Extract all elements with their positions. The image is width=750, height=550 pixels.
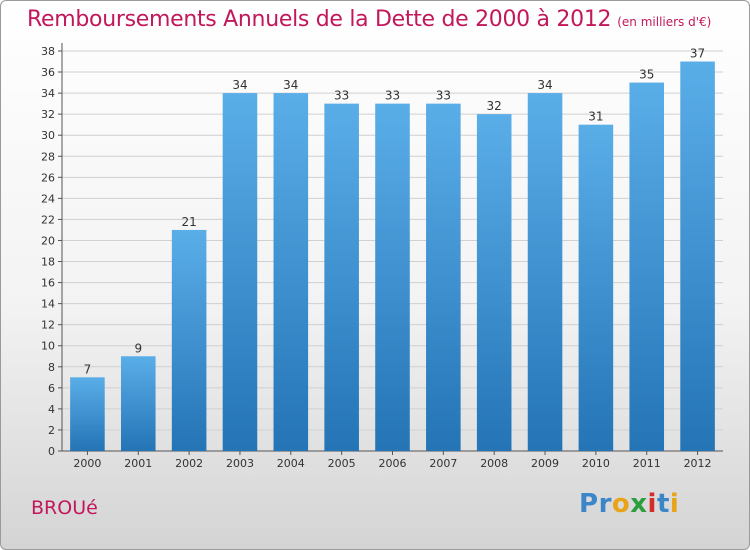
data-label: 9 bbox=[134, 341, 142, 355]
commune-name: BROUé bbox=[31, 497, 98, 519]
chart-title-text: Remboursements Annuels de la Dette de 20… bbox=[27, 7, 612, 32]
x-tick-label: 2004 bbox=[277, 457, 305, 470]
bar bbox=[476, 114, 512, 451]
data-label: 34 bbox=[283, 78, 298, 92]
data-label: 37 bbox=[690, 47, 705, 61]
x-tick-label: 2009 bbox=[531, 457, 559, 470]
y-tick-label: 34 bbox=[41, 87, 55, 100]
y-tick-label: 30 bbox=[41, 129, 55, 142]
chart-title: Remboursements Annuels de la Dette de 20… bbox=[27, 7, 711, 32]
data-label: 33 bbox=[334, 89, 349, 103]
logo-letter: x bbox=[630, 489, 648, 519]
value-labels: 7 9 21 34 34 33 33 33 32 34 31 35 37 bbox=[84, 47, 706, 377]
logo-letter: r bbox=[598, 489, 612, 519]
y-tick-label: 26 bbox=[41, 171, 55, 184]
logo-letter: o bbox=[611, 489, 631, 519]
data-label: 35 bbox=[639, 68, 654, 82]
y-tick-label: 20 bbox=[41, 234, 55, 247]
y-tick-label: 2 bbox=[48, 424, 55, 437]
bar bbox=[375, 103, 410, 451]
x-tick-label: 2003 bbox=[226, 457, 254, 470]
y-tick-label: 24 bbox=[41, 192, 55, 205]
y-tick-label: 6 bbox=[48, 382, 55, 395]
y-tick-label: 36 bbox=[41, 66, 55, 79]
x-tick-label: 2006 bbox=[379, 457, 407, 470]
x-tick-label: 2001 bbox=[124, 457, 152, 470]
y-tick-label: 22 bbox=[41, 213, 55, 226]
bar bbox=[120, 356, 156, 451]
y-tick-label: 10 bbox=[41, 340, 55, 353]
data-label: 31 bbox=[588, 110, 603, 124]
bar bbox=[70, 377, 105, 451]
bar bbox=[273, 93, 309, 452]
x-tick-label: 2000 bbox=[73, 457, 101, 470]
y-tick-label: 18 bbox=[41, 256, 55, 269]
bar bbox=[171, 229, 207, 451]
y-tick-label: 8 bbox=[48, 361, 55, 374]
data-label: 32 bbox=[487, 99, 502, 113]
bar bbox=[578, 124, 614, 452]
data-label: 33 bbox=[436, 89, 451, 103]
bars bbox=[70, 61, 715, 452]
y-tick-label: 12 bbox=[41, 319, 55, 332]
logo-letter: P bbox=[579, 489, 599, 519]
data-label: 34 bbox=[537, 78, 552, 92]
y-tick-label: 0 bbox=[48, 445, 55, 458]
proxiti-logo[interactable]: Proxiti bbox=[579, 489, 679, 519]
data-label: 7 bbox=[84, 362, 92, 376]
logo-letter: t bbox=[656, 489, 670, 519]
logo-letter: i bbox=[669, 489, 680, 519]
y-tick-label: 16 bbox=[41, 277, 55, 290]
data-label: 34 bbox=[232, 78, 247, 92]
y-tick-label: 28 bbox=[41, 150, 55, 163]
y-tick-label: 32 bbox=[41, 108, 55, 121]
y-tick-label: 4 bbox=[48, 403, 55, 416]
y-tick-label: 14 bbox=[41, 298, 55, 311]
x-tick-label: 2012 bbox=[684, 457, 712, 470]
x-tick-label: 2011 bbox=[633, 457, 661, 470]
data-label: 21 bbox=[181, 215, 196, 229]
bar bbox=[222, 93, 258, 452]
x-tick-label: 2002 bbox=[175, 457, 203, 470]
chart-subtitle: (en milliers d'€) bbox=[617, 15, 712, 29]
data-label: 33 bbox=[385, 89, 400, 103]
bar bbox=[426, 103, 461, 451]
x-tick-label: 2010 bbox=[582, 457, 610, 470]
bar bbox=[629, 82, 665, 451]
x-tick-label: 2008 bbox=[480, 457, 508, 470]
x-tick-label: 2007 bbox=[429, 457, 457, 470]
bar bbox=[324, 103, 359, 451]
x-tick-label: 2005 bbox=[328, 457, 356, 470]
y-tick-label: 38 bbox=[41, 45, 55, 58]
logo-letter: i bbox=[647, 489, 657, 519]
bar bbox=[680, 61, 715, 452]
bar bbox=[527, 93, 563, 452]
